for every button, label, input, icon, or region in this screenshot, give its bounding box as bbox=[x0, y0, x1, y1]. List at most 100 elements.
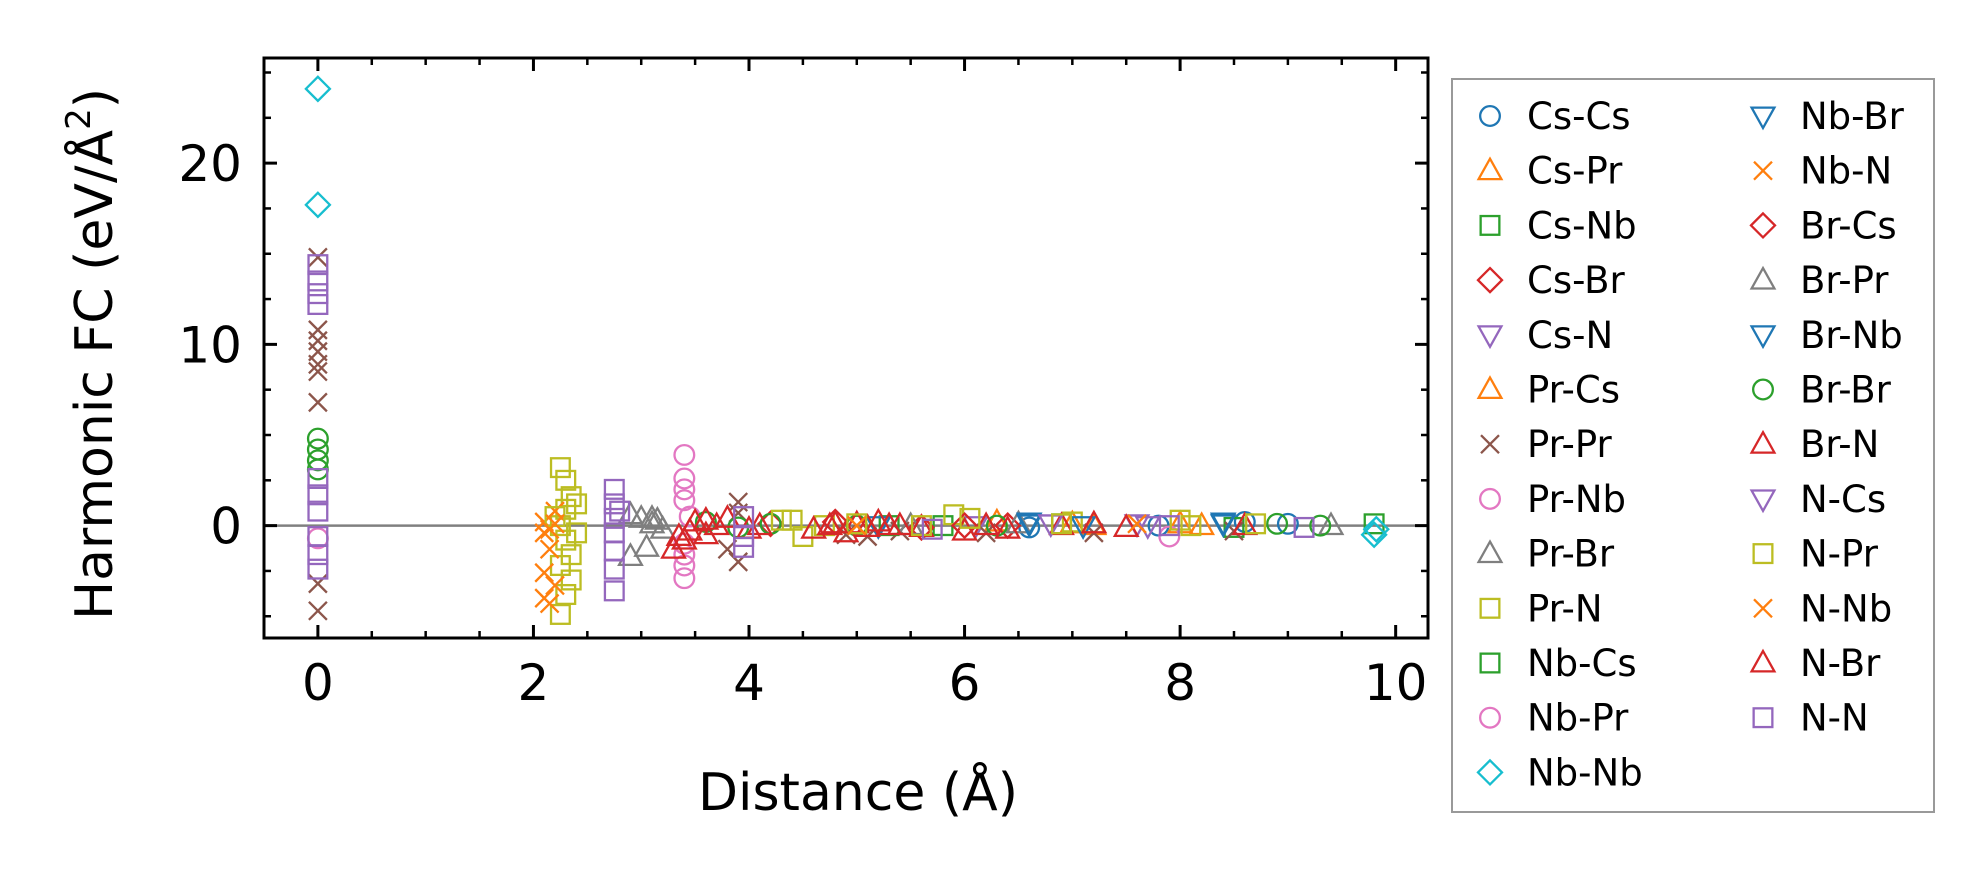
series-pr-nb bbox=[673, 443, 1181, 590]
data-point bbox=[307, 270, 329, 292]
legend-item: Nb-N bbox=[1753, 150, 1892, 193]
legend-item: Nb-Nb bbox=[1476, 751, 1643, 794]
data-point bbox=[1005, 509, 1032, 534]
series-nb-nb bbox=[304, 75, 1390, 549]
data-point bbox=[673, 567, 696, 590]
data-point bbox=[545, 575, 565, 596]
legend-item: N-N bbox=[1752, 697, 1869, 740]
legend-label: Nb-N bbox=[1800, 150, 1892, 193]
data-point bbox=[633, 533, 660, 557]
series-br-br bbox=[306, 427, 1332, 539]
data-point bbox=[846, 515, 867, 536]
data-point bbox=[308, 361, 328, 382]
data-point bbox=[1169, 509, 1191, 531]
y-tick-label: 0 bbox=[210, 498, 242, 556]
legend-label: Nb-Cs bbox=[1527, 642, 1637, 685]
legend-label: N-Pr bbox=[1800, 533, 1879, 576]
data-point bbox=[673, 467, 696, 490]
plot-area bbox=[264, 75, 1428, 625]
series-n-nb bbox=[539, 513, 1147, 540]
legend-marker bbox=[1749, 211, 1777, 240]
data-point bbox=[800, 514, 828, 539]
data-point bbox=[560, 486, 582, 508]
data-point bbox=[603, 507, 625, 529]
legend-label: Nb-Pr bbox=[1527, 697, 1629, 740]
data-point bbox=[304, 75, 332, 103]
data-point bbox=[733, 536, 755, 558]
legend-marker bbox=[1479, 487, 1501, 510]
legend-label: Br-Br bbox=[1800, 369, 1892, 412]
data-point bbox=[673, 478, 696, 501]
legend-item: Cs-Pr bbox=[1476, 150, 1623, 193]
data-point bbox=[1112, 513, 1140, 537]
data-point bbox=[821, 509, 849, 534]
data-point bbox=[1037, 514, 1065, 539]
legend-marker bbox=[1749, 265, 1777, 290]
data-point bbox=[733, 506, 755, 528]
legend-label: Pr-Br bbox=[1527, 533, 1615, 576]
series-br-nb bbox=[1015, 512, 1237, 540]
legend-marker bbox=[1479, 214, 1501, 236]
legend-marker bbox=[1476, 375, 1504, 400]
data-point bbox=[846, 513, 868, 535]
legend-item: Br-Br bbox=[1752, 369, 1892, 412]
y-axis-label: Harmonic FC (eV/Å2) bbox=[59, 88, 125, 620]
legend-marker bbox=[1749, 106, 1777, 131]
legend-item: Nb-Pr bbox=[1479, 697, 1629, 740]
legend-label: Cs-Nb bbox=[1527, 204, 1637, 247]
data-point bbox=[1266, 512, 1289, 535]
data-point bbox=[1231, 511, 1259, 536]
legend-label: Br-Pr bbox=[1800, 259, 1889, 302]
x-tick-label: 0 bbox=[302, 654, 334, 712]
data-point bbox=[1209, 514, 1237, 539]
data-point bbox=[816, 511, 844, 536]
legend-marker bbox=[1479, 706, 1501, 729]
legend-item: Br-Nb bbox=[1749, 314, 1903, 357]
legend-item: Pr-Br bbox=[1476, 533, 1615, 576]
data-point bbox=[875, 511, 903, 536]
legend-item: Nb-Br bbox=[1749, 95, 1905, 138]
data-point bbox=[728, 492, 749, 512]
data-point bbox=[555, 529, 577, 551]
data-point bbox=[308, 392, 328, 413]
data-point bbox=[907, 513, 936, 542]
data-point bbox=[304, 191, 332, 219]
legend-label: Br-N bbox=[1800, 423, 1879, 466]
data-point bbox=[603, 540, 625, 562]
data-point bbox=[307, 484, 329, 506]
legend-label: Cs-Pr bbox=[1527, 150, 1623, 193]
legend-item: N-Nb bbox=[1753, 587, 1892, 630]
data-point bbox=[549, 457, 571, 479]
legend-item: Br-Cs bbox=[1749, 204, 1897, 247]
data-point bbox=[544, 506, 566, 528]
legend-marker bbox=[1749, 648, 1777, 673]
data-point bbox=[603, 493, 625, 515]
series-pr-n bbox=[549, 457, 1191, 625]
legend-item: Pr-Cs bbox=[1476, 369, 1620, 412]
data-point bbox=[1158, 515, 1180, 537]
data-point bbox=[603, 558, 625, 580]
data-point bbox=[665, 522, 693, 547]
data-point bbox=[1015, 512, 1043, 537]
legend-marker bbox=[1752, 378, 1774, 401]
legend-item: Pr-N bbox=[1479, 587, 1603, 630]
data-point bbox=[539, 593, 560, 614]
data-point bbox=[539, 539, 560, 560]
data-point bbox=[1362, 515, 1390, 543]
legend-marker bbox=[1752, 543, 1774, 565]
data-point bbox=[308, 354, 328, 375]
legend-marker bbox=[1752, 707, 1774, 729]
series-n-n bbox=[307, 254, 1315, 602]
legend-item: N-Br bbox=[1749, 642, 1881, 685]
tick-labels: 0 2 4 6 8 10 0 10 20 bbox=[178, 135, 1427, 712]
data-point bbox=[307, 254, 329, 276]
data-point bbox=[566, 522, 588, 544]
data-point bbox=[307, 558, 329, 580]
data-point bbox=[308, 320, 328, 340]
data-point bbox=[703, 511, 731, 536]
legend-label: Cs-Cs bbox=[1527, 95, 1631, 138]
legend-item: Cs-Nb bbox=[1479, 204, 1637, 247]
data-point bbox=[555, 583, 577, 606]
data-point bbox=[560, 569, 582, 591]
